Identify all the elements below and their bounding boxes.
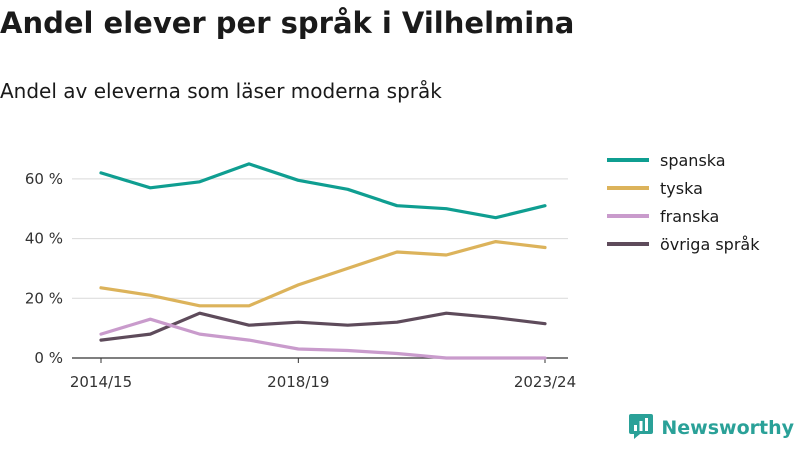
legend-label: franska xyxy=(660,207,719,226)
x-tick-label: 2014/15 xyxy=(70,373,132,391)
gridlines xyxy=(72,178,568,299)
y-tick-label: 20 % xyxy=(25,289,63,307)
legend-label: spanska xyxy=(660,151,726,170)
y-tick-label: 60 % xyxy=(25,170,63,188)
chart-subtitle: Andel av eleverna som läser moderna språ… xyxy=(0,79,442,103)
brand-logo: Newsworthy xyxy=(628,412,794,444)
series-lines xyxy=(99,162,547,360)
brand-name: Newsworthy xyxy=(661,417,794,439)
legend: spanska tyska franska övriga språk xyxy=(607,151,760,254)
series-line-tyska xyxy=(99,240,547,308)
legend-label: övriga språk xyxy=(660,235,760,254)
y-tick-label: 0 % xyxy=(34,349,63,367)
newsworthy-logo-icon xyxy=(628,412,654,444)
series-line-franska xyxy=(99,317,547,360)
y-tick-label: 40 % xyxy=(25,230,63,248)
x-tick-label: 2023/24 xyxy=(514,373,576,391)
x-tick-label: 2018/19 xyxy=(267,373,329,391)
chart-title: Andel elever per språk i Vilhelmina xyxy=(0,6,575,40)
series-line-övriga-språk xyxy=(99,311,547,342)
legend-label: tyska xyxy=(660,179,703,198)
series-line-spanska xyxy=(99,162,547,220)
